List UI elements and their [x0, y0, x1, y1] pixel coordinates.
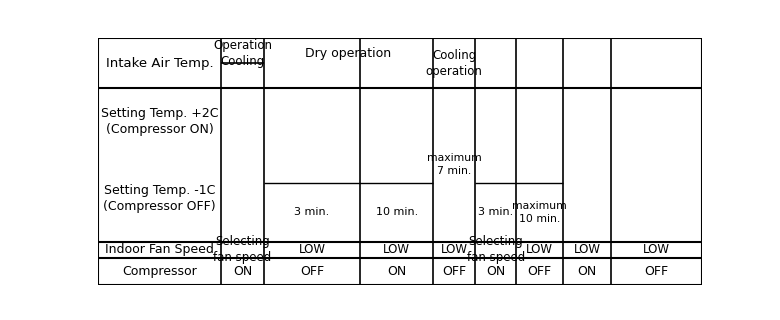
- Text: Setting Temp. +2C
(Compressor ON): Setting Temp. +2C (Compressor ON): [101, 107, 218, 136]
- Text: ON: ON: [387, 265, 406, 278]
- Text: Cooling
operation: Cooling operation: [426, 49, 483, 77]
- Text: Compressor: Compressor: [122, 265, 197, 278]
- Text: LOW: LOW: [573, 243, 601, 256]
- Text: LOW: LOW: [526, 243, 553, 256]
- Text: Dry operation: Dry operation: [305, 47, 392, 60]
- Text: 3 min.: 3 min.: [295, 207, 330, 217]
- Text: Setting Temp. -1C
(Compressor OFF): Setting Temp. -1C (Compressor OFF): [103, 184, 216, 213]
- Text: LOW: LOW: [299, 243, 325, 256]
- Text: ON: ON: [486, 265, 505, 278]
- Text: Operation
Cooling: Operation Cooling: [213, 39, 272, 68]
- Text: LOW: LOW: [644, 243, 670, 256]
- Text: ON: ON: [577, 265, 597, 278]
- Text: ON: ON: [233, 265, 252, 278]
- Text: OFF: OFF: [644, 265, 668, 278]
- Text: Indoor Fan Speed: Indoor Fan Speed: [105, 243, 214, 256]
- Text: LOW: LOW: [441, 243, 468, 256]
- Text: Intake Air Temp.: Intake Air Temp.: [105, 57, 213, 69]
- Text: OFF: OFF: [300, 265, 324, 278]
- Text: maximum
10 min.: maximum 10 min.: [512, 201, 567, 224]
- Text: maximum
7 min.: maximum 7 min.: [427, 154, 481, 176]
- Text: 3 min.: 3 min.: [478, 207, 513, 217]
- Text: 10 min.: 10 min.: [376, 207, 418, 217]
- Text: Selecting
fan speed: Selecting fan speed: [214, 235, 271, 264]
- Text: Selecting
fan speed: Selecting fan speed: [466, 235, 525, 264]
- Text: LOW: LOW: [383, 243, 410, 256]
- Text: OFF: OFF: [527, 265, 551, 278]
- Text: OFF: OFF: [442, 265, 466, 278]
